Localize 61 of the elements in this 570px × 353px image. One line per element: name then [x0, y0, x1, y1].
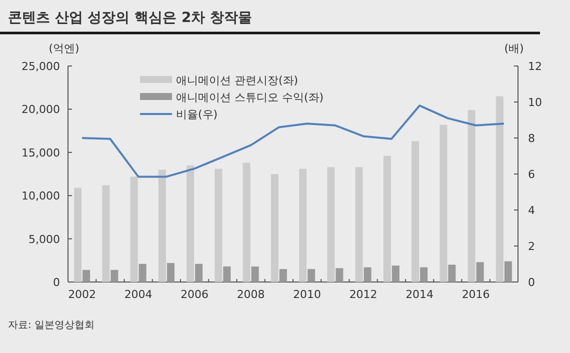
- bar: [223, 266, 231, 282]
- bar: [158, 170, 166, 282]
- bar: [420, 267, 428, 282]
- bar: [270, 174, 278, 282]
- bar: [186, 165, 194, 282]
- bar: [82, 270, 90, 282]
- bar: [214, 168, 222, 282]
- y2-tick-label: 4: [528, 204, 535, 217]
- y2-tick-label: 2: [528, 240, 535, 253]
- bar: [496, 96, 504, 282]
- chart-title: 콘텐츠 산업 성장의 핵심은 2차 창작물: [8, 10, 252, 26]
- bar: [327, 167, 335, 282]
- bar: [130, 176, 138, 282]
- bar: [336, 268, 344, 282]
- bar: [504, 261, 512, 282]
- bar: [195, 264, 203, 282]
- legend-label: 애니메이션 스튜디오 수익(좌): [176, 91, 324, 104]
- x-tick-label: 2010: [293, 288, 322, 301]
- x-tick-label: 2014: [406, 288, 434, 301]
- y-tick-label: 0: [53, 276, 60, 289]
- bar: [308, 269, 316, 282]
- bar: [138, 264, 146, 282]
- y2-tick-label: 10: [528, 96, 542, 109]
- x-tick-label: 2006: [180, 288, 209, 301]
- y-tick-label: 5,000: [28, 232, 60, 246]
- y2-tick-label: 12: [528, 60, 542, 73]
- line-series: [81, 104, 505, 178]
- bar: [448, 264, 456, 282]
- bar: [102, 185, 110, 282]
- bar: [412, 141, 420, 282]
- y-tick-label: 15,000: [22, 146, 60, 160]
- legend-label: 비율(우): [176, 108, 218, 121]
- y2-tick-label: 0: [528, 276, 535, 289]
- bar: [166, 262, 174, 282]
- x-tick-label: 2012: [349, 288, 378, 301]
- legend-label: 애니메이션 관련시장(좌): [176, 74, 298, 87]
- bar: [476, 262, 484, 282]
- y-axis-title: (억엔): [48, 42, 80, 55]
- bar: [279, 269, 287, 282]
- bar: [355, 167, 363, 282]
- bar: [364, 267, 372, 282]
- bar: [110, 270, 118, 282]
- y-tick-label: 20,000: [22, 103, 60, 116]
- bar: [74, 188, 82, 282]
- x-tick-label: 2016: [462, 288, 490, 301]
- y2-axis-title: (배): [504, 42, 524, 55]
- x-tick-label: 2008: [236, 288, 265, 301]
- y-tick-label: 10,000: [22, 190, 60, 203]
- y2-tick-label: 8: [528, 132, 535, 145]
- bar: [440, 124, 448, 282]
- bar: [383, 156, 391, 282]
- x-tick-label: 2002: [68, 288, 96, 301]
- text: 자료: 일본영상협회: [8, 320, 95, 331]
- x-tick-label: 2004: [124, 288, 152, 301]
- bar: [242, 162, 250, 282]
- y-tick-label: 25,000: [22, 60, 60, 73]
- y2-tick-label: 6: [528, 168, 535, 181]
- bar: [468, 110, 476, 282]
- bar: [392, 266, 400, 282]
- bar: [299, 168, 307, 282]
- bar: [251, 266, 259, 282]
